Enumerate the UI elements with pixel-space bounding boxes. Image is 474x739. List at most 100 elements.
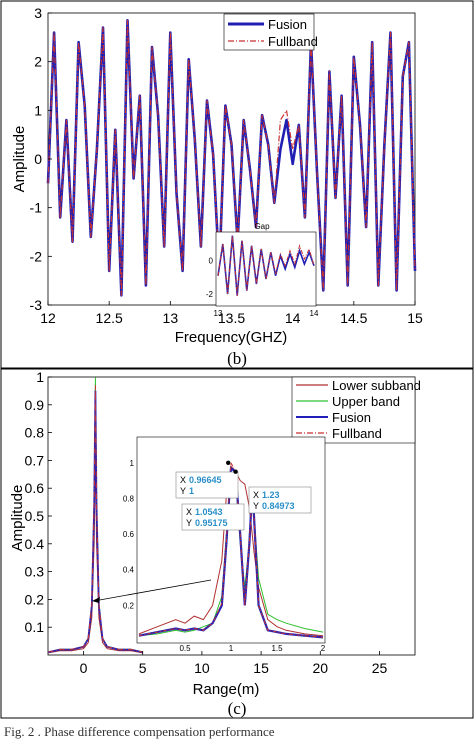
panel-b-inset-title: Gap <box>254 222 270 231</box>
x-tick-label: 13.5 <box>218 310 245 326</box>
panel-c-label: (c) <box>228 699 247 718</box>
x-tick-label: 13 <box>163 310 179 326</box>
x-tick-label: 0 <box>80 660 88 676</box>
y-tick-label: -2 <box>30 248 43 264</box>
datatip-x-label: X <box>253 490 259 500</box>
y-tick-label: -1 <box>30 200 43 216</box>
datatip-y-label: Y <box>253 501 259 511</box>
panel-c: 0 5 10 15 20 25 0.10.20.30.40.50.60.70.80.91 … <box>9 369 421 718</box>
inset-y-tick-label: 0.2 <box>123 601 135 610</box>
panel-c-y-axis-title: Amplitude <box>9 485 26 552</box>
legend-label-fullband: Fullband <box>332 426 382 441</box>
legend-label-fullband: Fullband <box>268 34 318 49</box>
panel-b-inset-ticks: 13 14 0 -2 <box>206 257 319 318</box>
legend-label-upper-band: Upper band <box>332 394 400 409</box>
panel-c-legend-box <box>291 376 416 444</box>
y-tick-label: 0.7 <box>25 452 45 468</box>
y-tick-label: 2 <box>34 54 42 70</box>
panel-b-y-ticks: -3 -2 -1 0 1 2 3 <box>30 5 52 313</box>
inset-x-tick-label: 0.5 <box>179 644 191 653</box>
x-tick-label: 5 <box>139 660 147 676</box>
figure-caption: Fig. 2 . Phase difference compensation p… <box>4 724 275 739</box>
legend-label-fusion: Fusion <box>332 410 371 425</box>
panel-b-y-axis-title: Amplitude <box>11 126 28 193</box>
datatip-y-value: 0.95175 <box>195 518 228 528</box>
x-tick-label: 15 <box>253 660 269 676</box>
inset-x-tick-label: 1 <box>229 644 234 653</box>
y-tick-label: 3 <box>34 5 42 21</box>
datatip-y-value: 0.84973 <box>262 501 295 511</box>
panel-c-main-peak <box>47 377 143 654</box>
datatip-y-value: 1 <box>189 486 194 496</box>
inset-y-tick-label: 0.4 <box>123 566 135 575</box>
series-line-fullband <box>47 19 416 296</box>
y-tick-label: -3 <box>30 297 43 313</box>
inset-y-tick-label: 0 <box>209 257 214 266</box>
x-tick-label: 12 <box>40 310 56 326</box>
datatip-box <box>175 471 239 499</box>
main-peak-fullband <box>47 385 143 653</box>
panel-b-frame <box>0 0 474 369</box>
y-tick-label: 0.6 <box>25 480 45 496</box>
inset-x-tick-label: 1.5 <box>271 644 283 653</box>
panel-c-x-ticks: 0 5 10 15 20 25 <box>80 651 388 676</box>
inset-line-fullband <box>217 235 315 296</box>
main-peak-lower-subband <box>47 452 143 654</box>
panel-b-legend: Fusion Fullband <box>223 13 318 51</box>
panel-c-x-axis-title: Range(m) <box>193 681 260 698</box>
y-tick-label: 0.8 <box>25 425 45 441</box>
zoom-arrow-head <box>92 597 100 603</box>
legend-label-lower-subband: Lower subband <box>332 378 421 393</box>
panel-b-label: (b) <box>227 349 247 368</box>
y-tick-label: 1 <box>34 102 42 118</box>
x-tick-label: 15 <box>407 310 423 326</box>
panel-b-series <box>46 19 417 297</box>
y-tick-label: 0 <box>34 151 42 167</box>
y-tick-label: 1 <box>36 369 44 385</box>
panel-b-inset: Gap 13 14 0 -2 <box>206 222 319 318</box>
inset-x-tick-label: 14 <box>310 309 319 318</box>
y-tick-label: 0.1 <box>25 619 45 635</box>
y-tick-label: 0.4 <box>25 536 45 552</box>
panel-b-x-axis-title: Frequency(GHZ) <box>175 329 288 346</box>
x-tick-label: 25 <box>372 660 388 676</box>
x-tick-label: 20 <box>313 660 329 676</box>
zoom-arrow <box>93 579 212 602</box>
panel-b-x-ticks: 12 12.5 13 13.5 14 14.5 15 <box>40 301 423 326</box>
inset-line-fullband <box>138 460 324 638</box>
y-tick-label: 0.2 <box>25 591 45 607</box>
datatip-y-label: Y <box>180 486 186 496</box>
datatip-x-value: 0.96645 <box>189 475 222 485</box>
datatip-x-value: 1.23 <box>262 490 280 500</box>
inset-y-tick-label: 0.8 <box>123 494 135 503</box>
panel-c-frame <box>0 368 474 719</box>
y-tick-label: 0.5 <box>25 508 45 524</box>
datatip-x-label: X <box>186 507 192 517</box>
legend-label-fusion: Fusion <box>268 17 307 32</box>
panel-b-inset-series <box>217 235 315 296</box>
datatip-box <box>248 486 312 514</box>
x-tick-label: 14.5 <box>340 310 367 326</box>
datatip-x-label: X <box>180 475 186 485</box>
inset-y-tick-label: 0.6 <box>123 530 135 539</box>
x-tick-label: 12.5 <box>96 310 123 326</box>
inset-y-tick-label: 1 <box>130 459 135 468</box>
x-tick-label: 14 <box>285 310 301 326</box>
inset-x-tick-label: 13 <box>214 309 223 318</box>
panel-b-legend-box <box>223 13 315 51</box>
datatip-marker <box>233 469 238 474</box>
datatip-y-label: Y <box>186 518 192 528</box>
datatip-box <box>181 503 245 531</box>
y-tick-label: 0.9 <box>25 397 45 413</box>
inset-y-tick-label: -2 <box>206 290 214 299</box>
panel-c-inset-ticks: 0.5 1 1.5 2 0.2 0.4 0.6 0.8 1 <box>123 459 326 653</box>
x-tick-label: 10 <box>194 660 210 676</box>
y-tick-label: 0.3 <box>25 564 45 580</box>
datatip-marker <box>226 460 231 466</box>
datatip-x-value: 1.0543 <box>195 507 223 517</box>
